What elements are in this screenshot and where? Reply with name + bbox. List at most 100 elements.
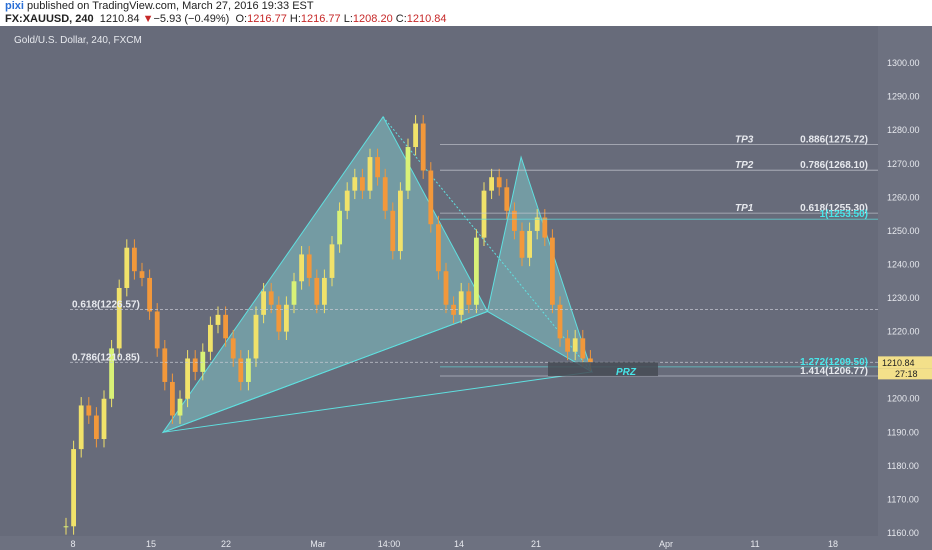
y-tick-label: 1290.00 [887,92,920,102]
candle-body [565,338,570,352]
countdown-tag [878,368,932,380]
publish-bar: pixi published on TradingView.com, March… [0,0,932,13]
price-axis[interactable] [878,26,932,550]
y-tick-label: 1180.00 [887,461,919,471]
candle-body [246,358,251,382]
candle-body [215,314,221,325]
time-axis[interactable] [0,536,878,550]
candle-body [572,338,578,352]
candle-body [132,247,137,272]
y-tick-label: 1270.00 [887,159,920,169]
candle-body [322,277,327,305]
candle-body [458,291,464,315]
x-tick-label: 15 [146,539,156,549]
candle-body [185,358,190,399]
y-tick-label: 1170.00 [887,494,919,504]
candle-body [428,170,434,225]
candle-body [109,348,114,399]
high-value: 1216.77 [300,13,341,25]
high-label: H: [289,13,301,25]
candle-body [443,271,449,305]
y-tick-label: 1250.00 [887,226,920,236]
quote-bar: FX:XAUUSD, 240 1210.84 ▼−5.93 (−0.49%) O… [0,13,932,26]
candle-body [284,304,289,332]
candle-body [352,177,358,191]
candle-body [375,157,380,178]
open-value: 1216.77 [247,13,287,25]
y-tick-label: 1280.00 [887,125,920,135]
y-tick-label: 1190.00 [887,427,919,437]
candle-body [192,358,198,372]
candle-body [360,177,365,191]
prz-label: PRZ [616,367,637,378]
candle-body [398,190,403,252]
y-tick-label: 1260.00 [887,192,920,202]
candle-body [94,415,99,440]
candle-body [382,177,388,211]
prz-zone [548,362,658,377]
open-label: O: [235,13,248,25]
candle-body [367,157,373,191]
chart-title: Gold/U.S. Dollar, 240, FXCM [14,35,142,46]
candle-body [496,177,502,188]
xd-leg [162,371,593,433]
price-chart[interactable]: Gold/U.S. Dollar, 240, FXCM 1160.00 1170.… [0,26,932,550]
y-tick-label: 1220.00 [887,327,920,337]
take-profit-label: TP1 [735,203,754,214]
candle-body [170,381,175,416]
y-tick-label: 1160.00 [887,528,919,538]
close-label: C: [395,13,407,25]
candle-body [147,277,152,312]
candle-body [588,358,593,363]
candle-body [208,324,213,352]
candle-body [436,224,441,272]
y-tick-label: 1240.00 [887,259,920,269]
ad-leg [382,116,593,373]
fib-label: 1.414(1206.77) [800,366,868,377]
candle-body [177,398,183,416]
fib-label: 0.786(1210.85) [72,352,140,363]
candle-body [481,190,487,238]
candle-body [314,277,320,305]
x-tick-label: 18 [828,539,838,549]
candle-body [390,210,396,252]
symbol-label[interactable]: FX:XAUUSD, 240 [5,13,94,25]
candle-body [253,314,259,359]
last-price: 1210.84 [99,13,140,25]
last-price-tag [878,356,932,369]
candle-body [550,237,555,305]
candle-body [504,187,510,211]
candle-body [451,304,456,315]
candle-body [420,123,426,171]
candle-body [337,210,342,245]
author-link[interactable]: pixi [5,0,24,12]
candle-body [101,398,107,440]
candle-body [512,210,517,231]
down-arrow-icon: ▼ [142,13,154,25]
x-tick-label: 22 [221,539,231,549]
x-tick-label: Apr [659,539,673,549]
candle-body [344,190,350,211]
low-label: L: [343,13,353,25]
last-price-tag-label: 1210.84 [882,358,915,368]
candle-body [527,230,532,258]
countdown-label: 27:18 [895,369,918,379]
candle-body [261,291,266,315]
candle-body [542,217,548,238]
candle-body [299,254,304,282]
candle-body [230,338,236,359]
candle-body [534,217,540,231]
candle-body [223,314,228,339]
candle-body [63,526,69,528]
fib-label: 0.886(1275.72) [800,135,868,146]
y-tick-label: 1300.00 [887,58,920,68]
candle-body [162,348,168,382]
take-profit-label: TP3 [735,135,754,146]
fib-label: 0.618(1255.30) [800,203,868,214]
candle-body [413,123,418,148]
fib-label: 0.786(1268.10) [800,160,868,171]
candle-body [306,254,312,278]
candle-body [276,304,282,332]
low-value: 1208.20 [352,13,393,25]
close-value: 1210.84 [406,13,447,25]
